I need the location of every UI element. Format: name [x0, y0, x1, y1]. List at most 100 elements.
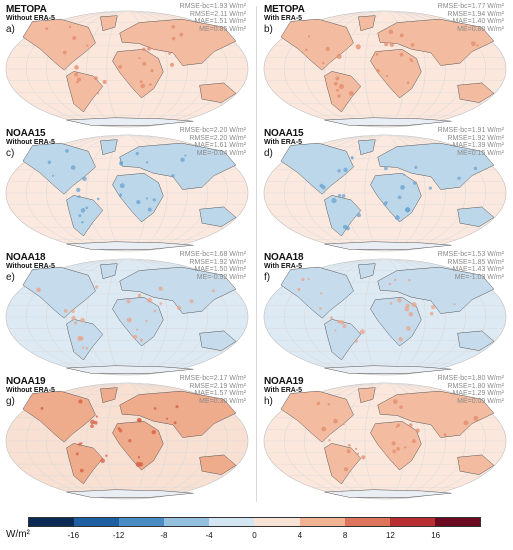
map-panel-b: METOPA With ERA-5 b) RMSE-bc=1.77 W/m² RMSE=… [258, 2, 510, 128]
anomaly-spot [399, 405, 403, 409]
anomaly-spot [359, 329, 365, 335]
anomaly-spot [72, 35, 77, 40]
colorbar-segment [389, 518, 435, 526]
anomaly-spot [73, 321, 78, 325]
anomaly-spot [71, 315, 76, 321]
land-antarctica [324, 365, 452, 374]
anomaly-spot [333, 418, 338, 424]
anomaly-spot [171, 25, 176, 29]
anomaly-spot [37, 288, 40, 292]
stat-rmse-bc: RMSE-bc=1.53 W/m² [437, 251, 504, 258]
config-subtitle: With ERA-5 [264, 15, 303, 22]
stat-rmse: RMSE=1.94 W/m² [447, 10, 504, 18]
land-europe-asia [377, 18, 495, 66]
colorbar-tick-label: 8 [342, 531, 348, 540]
map-panel-h: NOAA19 With ERA-5 h) RMSE-bc=1.80 W/m² RMSE=… [258, 374, 510, 500]
anomaly-spot [65, 148, 69, 153]
anomaly-spot [354, 339, 358, 343]
stat-mae: MAE=1.43 W/m² [452, 266, 504, 274]
anomaly-spot [384, 166, 388, 171]
anomaly-spot [145, 197, 148, 200]
anomaly-spot [153, 309, 157, 313]
land-europe-asia [119, 142, 237, 190]
stat-me: ME=-0.04 W/m² [196, 149, 246, 157]
graticule-meridian [25, 382, 229, 500]
anomaly-spot [138, 56, 141, 60]
anomaly-spot [148, 83, 152, 86]
land-europe-asia [119, 390, 237, 438]
land-south-america [324, 443, 362, 485]
anomaly-spot [361, 455, 366, 460]
stat-rmse: RMSE=1.85 W/m² [447, 258, 504, 266]
anomaly-spot [78, 399, 83, 404]
anomaly-spot [90, 419, 95, 425]
stats-block: RMSE-bc=1.77 W/m² RMSE=1.94 W/m² MAE=1.40 … [438, 3, 504, 33]
colorbar-segment [434, 518, 480, 526]
anomaly-spot [78, 442, 82, 446]
anomaly-spot [90, 424, 94, 428]
satellite-title: NOAA15 [6, 128, 46, 139]
stats-block: RMSE-bc=1.80 W/m² RMSE=1.80 W/m² MAE=1.29 … [438, 375, 504, 405]
stat-rmse-bc: RMSE-bc=1.68 W/m² [179, 251, 246, 258]
anomaly-spot [159, 302, 163, 305]
anomaly-spot [169, 62, 175, 67]
anomaly-spot [81, 346, 85, 349]
satellite-title: METOPA [6, 4, 47, 15]
anomaly-spot [410, 43, 415, 47]
anomaly-spot [389, 302, 393, 305]
anomaly-spot [403, 173, 406, 176]
satellite-title: NOAA18 [264, 252, 304, 263]
anomaly-spot [63, 308, 68, 313]
anomaly-spot [76, 187, 81, 193]
anomaly-spot [105, 454, 108, 458]
anomaly-spot [180, 157, 185, 162]
anomaly-spot [325, 46, 330, 52]
anomaly-spot [145, 320, 148, 323]
land-north-america [22, 390, 96, 443]
graticule-meridian [283, 258, 487, 376]
anomaly-spot [337, 94, 341, 98]
world-map [263, 134, 507, 252]
anomaly-spot [322, 61, 325, 65]
satellite-title: METOPA [264, 4, 305, 15]
land-australia [457, 454, 495, 475]
anomaly-spot [389, 42, 395, 47]
panel-label: g) [6, 396, 15, 407]
anomaly-spot [443, 433, 447, 437]
anomaly-spot [333, 81, 338, 86]
anomaly-spot [76, 77, 82, 82]
anomaly-spot [189, 299, 194, 304]
anomaly-spot [147, 207, 152, 212]
anomaly-spot [405, 303, 410, 308]
world-map [5, 10, 249, 128]
colorbar-segment [209, 518, 255, 526]
map-panel-d: NOAA15 With ERA-5 d) RMSE-bc=1.91 W/m² RMSE=… [258, 126, 510, 252]
stats-block: RMSE-bc=1.91 W/m² RMSE=1.92 W/m² MAE=1.39 … [438, 127, 504, 157]
land-greenland [100, 15, 118, 32]
stat-rmse: RMSE=2.11 W/m² [189, 10, 246, 18]
stat-rmse: RMSE=2.19 W/m² [189, 382, 246, 390]
land-antarctica [66, 241, 194, 250]
anomaly-spot [118, 64, 123, 69]
anomaly-spot [80, 208, 86, 213]
land-australia [457, 330, 495, 351]
anomaly-spot [412, 181, 417, 185]
anomaly-spot [457, 176, 461, 180]
anomaly-spot [158, 286, 163, 291]
anomaly-spot [392, 449, 396, 454]
anomaly-spot [470, 41, 476, 46]
land-europe-asia [377, 142, 495, 190]
anomaly-spot [355, 447, 358, 451]
stat-mae: MAE=1.39 W/m² [452, 142, 504, 150]
anomaly-spot [94, 285, 99, 289]
anomaly-spot [297, 287, 301, 292]
anomaly-spot [336, 54, 342, 60]
anomaly-spot [355, 44, 361, 50]
anomaly-spot [177, 305, 182, 310]
colorbar-tick-label: -16 [67, 531, 80, 540]
land-greenland [358, 139, 376, 156]
satellite-title: NOAA19 [264, 376, 304, 387]
anomaly-spot [320, 292, 323, 295]
anomaly-spot [398, 337, 403, 342]
anomaly-spot [408, 279, 411, 282]
